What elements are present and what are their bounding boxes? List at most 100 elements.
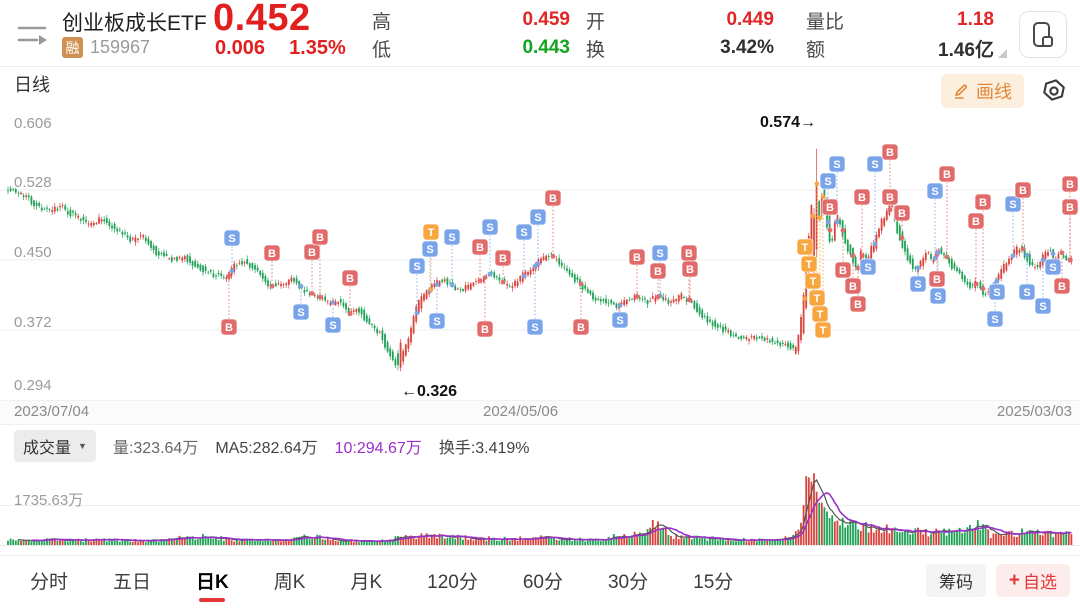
trade-marker-B[interactable]: B [649, 262, 667, 280]
trade-marker-B[interactable]: B [893, 204, 911, 222]
trade-marker-B[interactable]: B [680, 244, 698, 262]
trade-marker-T[interactable]: T [422, 223, 440, 241]
trade-marker-B[interactable]: B [220, 318, 238, 336]
trade-marker-S[interactable]: S [408, 257, 426, 275]
trade-marker-B[interactable]: B [311, 228, 329, 246]
trade-marker-S[interactable]: S [909, 275, 927, 293]
trade-marker-B[interactable]: B [974, 193, 992, 211]
trade-marker-S[interactable]: S [1034, 297, 1052, 315]
trade-marker-B[interactable]: B [967, 212, 985, 230]
trade-marker-S[interactable]: S [443, 228, 461, 246]
svg-text:S: S [931, 186, 938, 198]
trade-marker-B[interactable]: B [471, 238, 489, 256]
trade-marker-B[interactable]: B [834, 261, 852, 279]
trade-marker-B[interactable]: B [881, 188, 899, 206]
svg-text:B: B [886, 192, 894, 204]
stat-label: 开 [586, 11, 606, 33]
settings-gear-icon[interactable] [1040, 76, 1068, 104]
trade-marker-S[interactable]: S [324, 316, 342, 334]
trade-marker-T[interactable]: T [811, 305, 829, 323]
tab-weekly-k[interactable]: 周K [273, 571, 306, 593]
trade-marker-B[interactable]: B [572, 318, 590, 336]
trade-marker-S[interactable]: S [529, 208, 547, 226]
trade-marker-B[interactable]: B [928, 270, 946, 288]
trade-marker-B[interactable]: B [1061, 198, 1079, 216]
trade-marker-B[interactable]: B [881, 143, 899, 161]
trade-marker-S[interactable]: S [926, 182, 944, 200]
trade-marker-S[interactable]: S [526, 318, 544, 336]
trade-marker-S[interactable]: S [611, 311, 629, 329]
trade-marker-S[interactable]: S [1044, 258, 1062, 276]
pencil-icon [954, 84, 967, 99]
tab-monthly-k[interactable]: 月K [350, 571, 383, 593]
trade-marker-B[interactable]: B [1061, 175, 1079, 193]
trade-marker-S[interactable]: S [515, 223, 533, 241]
watchlist-label: 自选 [1023, 573, 1057, 592]
draw-line-label: 画线 [976, 82, 1012, 102]
svg-text:B: B [481, 324, 489, 336]
chips-distribution-button[interactable]: 筹码 [926, 564, 986, 597]
tab-5day[interactable]: 五日 [113, 571, 152, 593]
trade-marker-B[interactable]: B [1014, 181, 1032, 199]
trade-marker-T[interactable]: T [814, 321, 832, 339]
trade-marker-B[interactable]: B [821, 198, 839, 216]
trade-marker-B[interactable]: B [494, 249, 512, 267]
trade-marker-S[interactable]: S [481, 218, 499, 236]
trade-marker-B[interactable]: B [544, 189, 562, 207]
trade-marker-B[interactable]: B [341, 269, 359, 287]
trade-marker-S[interactable]: S [428, 312, 446, 330]
svg-text:T: T [806, 259, 813, 271]
svg-text:T: T [428, 227, 435, 239]
trade-marker-S[interactable]: S [1018, 283, 1036, 301]
trade-marker-T[interactable]: T [808, 289, 826, 307]
trade-marker-B[interactable]: B [628, 248, 646, 266]
trade-marker-B[interactable]: B [1053, 277, 1071, 295]
trade-marker-B[interactable]: B [476, 320, 494, 338]
x-axis-date-start: 2023/07/04 [14, 403, 90, 420]
stat-label: 额 [806, 39, 826, 61]
trade-marker-S[interactable]: S [223, 229, 241, 247]
svg-text:B: B [1066, 179, 1074, 191]
trade-marker-S[interactable]: S [929, 287, 947, 305]
trade-marker-T[interactable]: T [796, 238, 814, 256]
trade-marker-S[interactable]: S [292, 303, 310, 321]
trade-marker-S[interactable]: S [859, 258, 877, 276]
back-menu-icon[interactable] [14, 20, 50, 48]
trade-marker-S[interactable]: S [986, 310, 1004, 328]
tab-60min[interactable]: 60分 [522, 571, 563, 593]
trade-marker-B[interactable]: B [681, 260, 699, 278]
add-watchlist-button[interactable]: + 自选 [995, 564, 1070, 597]
draw-line-button[interactable]: 画线 [941, 74, 1024, 108]
trade-marker-B[interactable]: B [844, 277, 862, 295]
trade-marker-B[interactable]: B [849, 295, 867, 313]
tab-daily-k[interactable]: 日K [196, 556, 229, 608]
tab-120min[interactable]: 120分 [427, 571, 478, 593]
trade-marker-B[interactable]: B [263, 244, 281, 262]
stat-value-open: 0.449 [726, 9, 774, 30]
volume-indicator-select[interactable]: 成交量 ▼ [14, 430, 96, 462]
svg-text:B: B [1066, 202, 1074, 214]
trade-marker-T[interactable]: T [800, 255, 818, 273]
trade-marker-S[interactable]: S [819, 172, 837, 190]
volume-bars [7, 473, 1073, 545]
trade-marker-T[interactable]: T [804, 272, 822, 290]
trade-marker-B[interactable]: B [938, 165, 956, 183]
svg-text:S: S [824, 176, 831, 188]
tab-15min[interactable]: 15分 [693, 571, 734, 593]
trade-marker-B[interactable]: B [303, 243, 321, 261]
trade-marker-B[interactable]: B [853, 188, 871, 206]
trade-marker-S[interactable]: S [988, 283, 1006, 301]
trade-marker-S[interactable]: S [828, 155, 846, 173]
trade-marker-S[interactable]: S [651, 244, 669, 262]
svg-text:B: B [972, 216, 980, 228]
floating-window-button[interactable] [1019, 11, 1067, 58]
trade-marker-S[interactable]: S [1004, 195, 1022, 213]
svg-text:S: S [329, 320, 336, 332]
tab-30min[interactable]: 30分 [607, 571, 649, 593]
volume-chart[interactable] [0, 458, 1080, 546]
tab-minute[interactable]: 分时 [30, 571, 69, 593]
trade-marker-S[interactable]: S [866, 155, 884, 173]
trade-marker-S[interactable]: S [421, 240, 439, 258]
